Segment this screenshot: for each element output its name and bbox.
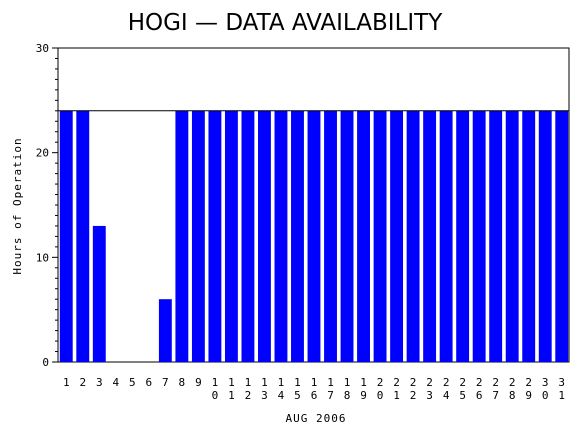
y-tick-label: 20	[36, 147, 49, 160]
bar	[307, 110, 321, 362]
chart-title: HOGI — DATA AVAILABILITY	[128, 10, 444, 36]
x-tick-label: 3	[96, 376, 103, 389]
bar	[390, 110, 404, 362]
y-axis-label: Hours of Operation	[11, 137, 24, 274]
bar	[489, 110, 503, 362]
bar	[224, 110, 238, 362]
bar	[357, 110, 370, 362]
x-tick-label: 9	[195, 376, 202, 389]
bar	[191, 110, 205, 362]
bar	[406, 110, 420, 362]
bar	[291, 110, 304, 362]
bar	[274, 110, 288, 362]
x-tick-label: 8	[179, 376, 186, 389]
bar	[258, 110, 271, 362]
bar	[76, 110, 90, 362]
y-tick-label: 0	[42, 356, 49, 369]
bar	[423, 110, 437, 362]
bar	[472, 110, 486, 362]
y-tick-label: 10	[36, 251, 49, 264]
bar	[505, 110, 519, 362]
bar	[241, 110, 255, 362]
bar	[158, 299, 172, 362]
x-tick-label: 7	[162, 376, 169, 389]
x-axis-label: AUG 2006	[286, 412, 347, 425]
bar	[456, 110, 470, 362]
bar	[555, 110, 569, 362]
bar	[340, 110, 354, 362]
bar	[439, 110, 453, 362]
bar	[92, 225, 106, 362]
x-tick-label: 4	[112, 376, 119, 389]
x-tick-label: 5	[129, 376, 136, 389]
bar	[324, 110, 337, 362]
y-tick-label: 30	[36, 42, 49, 55]
x-tick-label: 6	[146, 376, 153, 389]
bar	[373, 110, 387, 362]
bar	[538, 110, 552, 362]
bar	[175, 110, 189, 362]
x-tick-label: 1	[63, 376, 70, 389]
bar	[208, 110, 222, 362]
bar	[59, 110, 73, 362]
x-tick-label: 2	[79, 376, 86, 389]
bar	[522, 110, 536, 362]
